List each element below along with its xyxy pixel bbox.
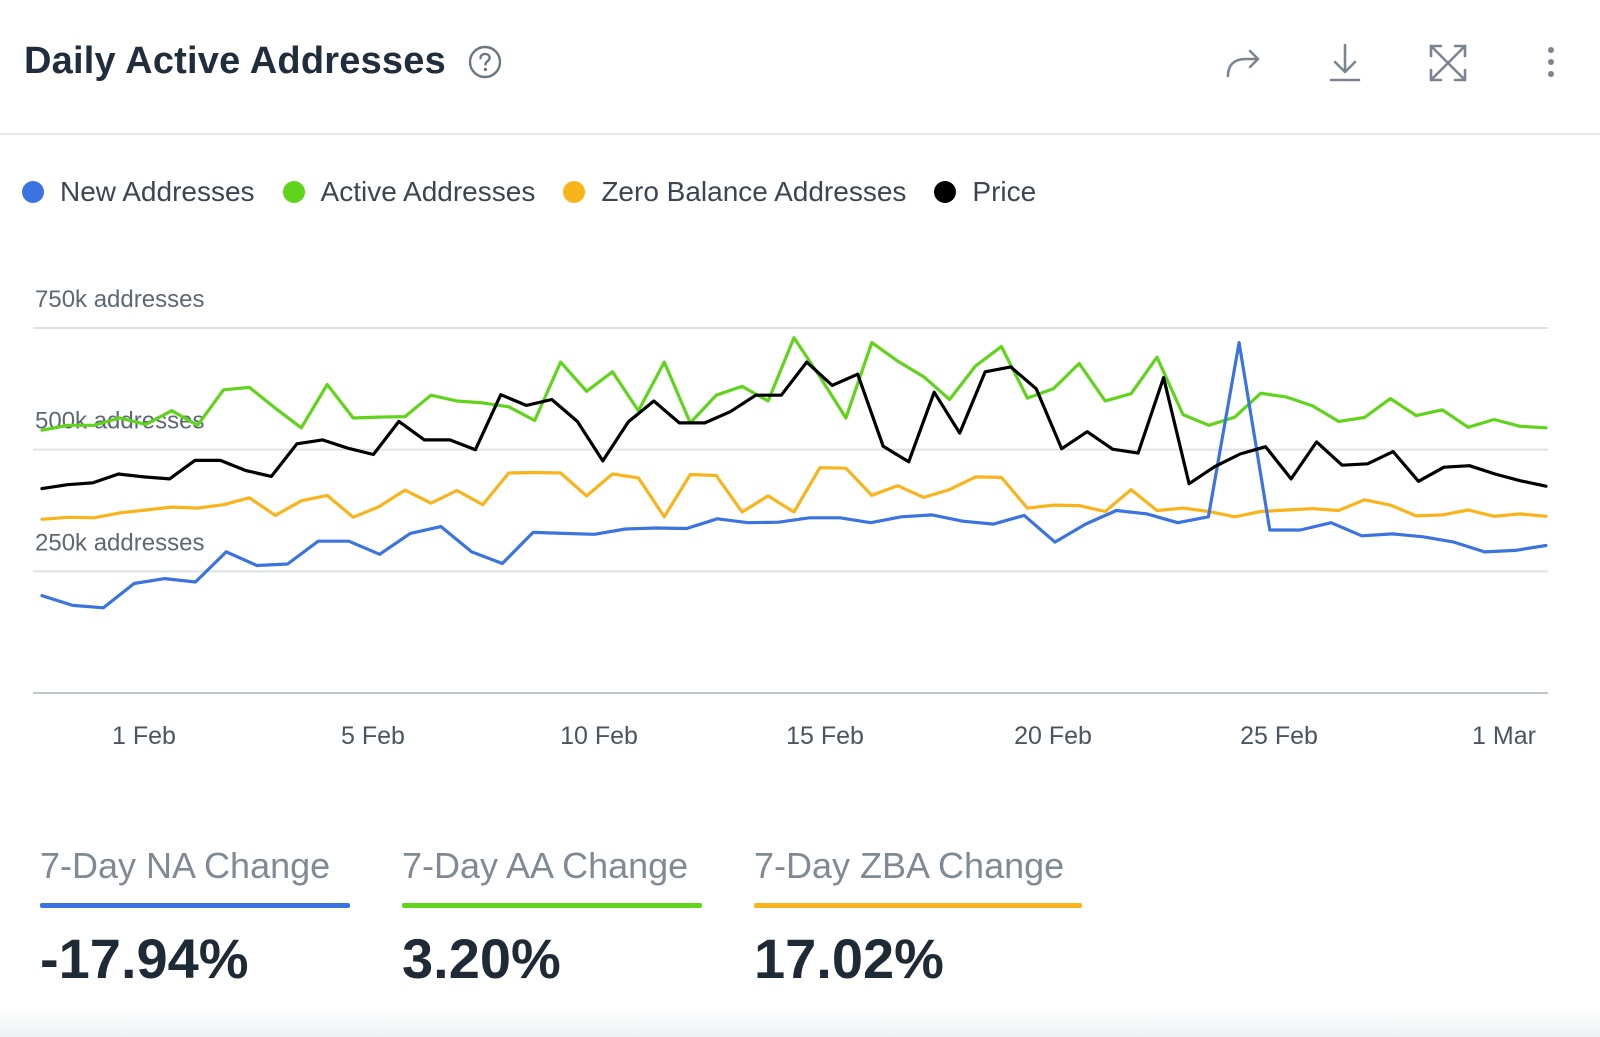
stat-value: 3.20% [402, 927, 561, 990]
stat-underline [40, 903, 350, 908]
y-tick-label: 750k addresses [35, 286, 204, 313]
legend-item-zero-balance-addresses[interactable]: Zero Balance Addresses [563, 176, 906, 208]
stat-label: 7-Day NA Change [40, 845, 331, 886]
legend-item-new-addresses[interactable]: New Addresses [22, 176, 255, 208]
legend-dot-active-addresses [282, 181, 305, 203]
series-line-active-addresses [40, 336, 1548, 432]
legend-dot-zero-balance-addresses [563, 181, 586, 203]
legend-item-price[interactable]: Price [934, 176, 1036, 208]
stat-zba-change: 7-Day ZBA Change 17.02% [754, 845, 1082, 991]
legend-label: Zero Balance Addresses [601, 176, 907, 207]
download-icon[interactable] [1322, 40, 1368, 86]
share-icon[interactable] [1220, 40, 1266, 86]
x-tick-label: 15 Feb [786, 722, 864, 750]
stat-underline [754, 903, 1082, 908]
legend-label: Price [972, 176, 1037, 207]
y-tick-label: 250k addresses [35, 529, 204, 556]
widget-header: Daily Active Addresses [0, 0, 1600, 135]
page-title: Daily Active Addresses [24, 40, 446, 82]
stat-value: 17.02% [754, 927, 944, 990]
legend-label: Active Addresses [320, 176, 536, 207]
stat-label: 7-Day ZBA Change [754, 845, 1065, 886]
x-tick-label: 1 Mar [1472, 722, 1536, 750]
legend-dot-new-addresses [22, 181, 44, 203]
chart-legend: New Addresses Active Addresses Zero Bala… [22, 176, 1064, 208]
stat-value: -17.94% [40, 927, 249, 990]
legend-label: New Addresses [60, 176, 255, 207]
series-line-zero-balance-addresses [40, 466, 1548, 521]
y-tick-label: 500k addresses [35, 408, 204, 435]
stat-label: 7-Day AA Change [402, 845, 689, 886]
series-line-new-addresses [40, 340, 1548, 610]
stat-na-change: 7-Day NA Change -17.94% [40, 845, 350, 991]
bottom-fade [0, 1007, 1600, 1037]
stat-underline [402, 903, 702, 908]
x-tick-label: 25 Feb [1240, 722, 1318, 750]
legend-dot-price [934, 181, 957, 203]
x-tick-label: 10 Feb [560, 722, 638, 750]
help-icon[interactable] [468, 45, 502, 79]
x-tick-label: 20 Feb [1014, 722, 1092, 750]
legend-item-active-addresses[interactable]: Active Addresses [282, 176, 536, 208]
series-line-price [40, 360, 1548, 491]
expand-icon[interactable] [1425, 40, 1471, 86]
x-tick-label: 1 Feb [112, 722, 176, 750]
more-options-icon[interactable] [1528, 40, 1574, 86]
line-chart[interactable]: 750k addresses 500k addresses 250k address… [0, 270, 1600, 780]
x-tick-label: 5 Feb [341, 722, 405, 750]
stat-aa-change: 7-Day AA Change 3.20% [402, 845, 702, 991]
